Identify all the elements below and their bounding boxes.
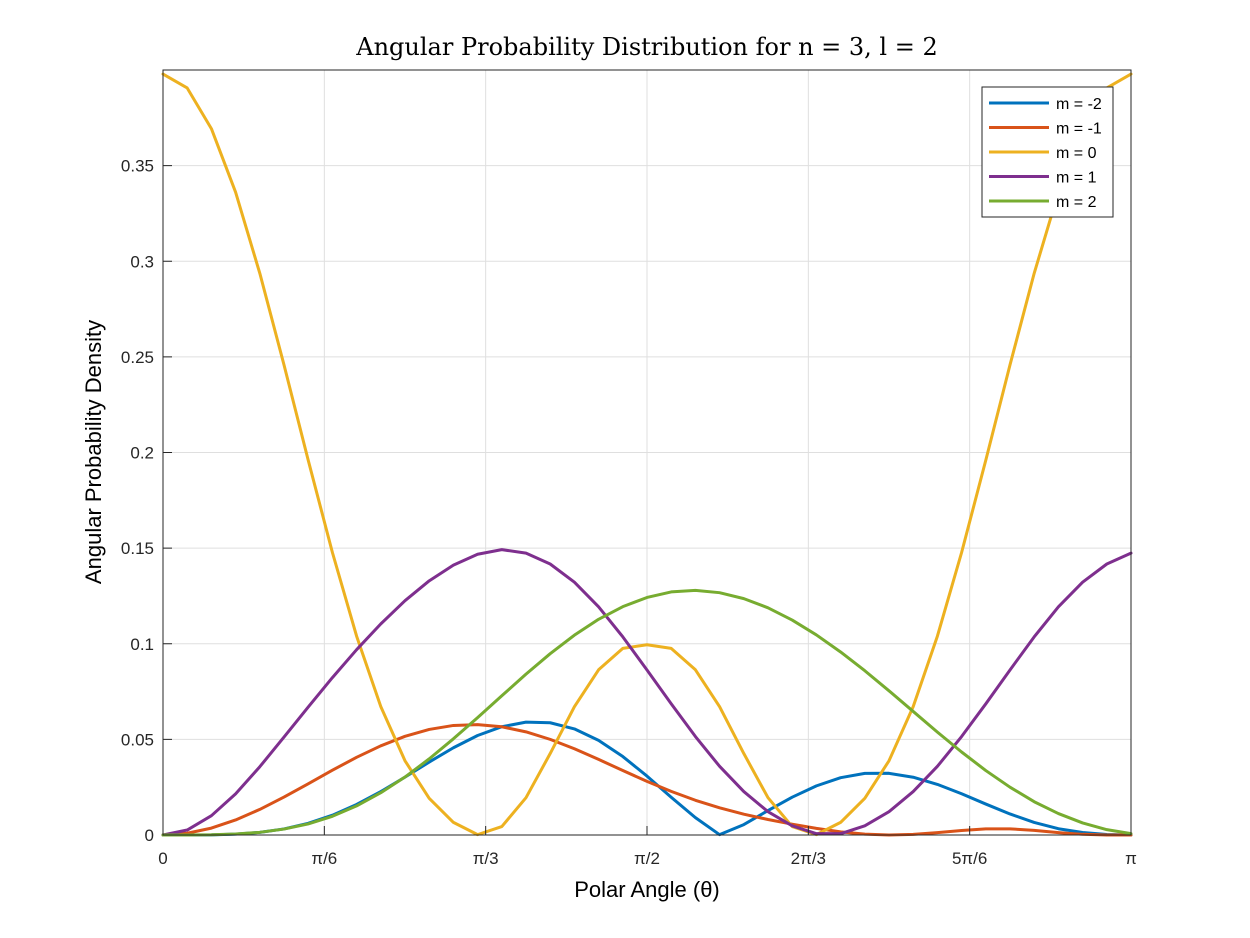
- axis-ticks: [162, 165, 1132, 836]
- y-axis-label: Angular Probability Density: [81, 320, 106, 584]
- grid-lines: [163, 70, 1131, 835]
- y-tick-label: 0.25: [121, 348, 154, 367]
- y-tick-label: 0.2: [130, 444, 154, 463]
- y-tick-label: 0.05: [121, 730, 154, 749]
- series-line-3: [161, 72, 1133, 837]
- x-tick-label: π/2: [634, 849, 660, 868]
- legend-label: m = 0: [1056, 145, 1097, 162]
- x-tick-label: 0: [158, 849, 167, 868]
- y-tick-label: 0.1: [130, 635, 154, 654]
- legend-label: m = 2: [1056, 194, 1097, 211]
- x-axis-label: Polar Angle (θ): [574, 877, 720, 902]
- x-tick-label: π/6: [311, 849, 337, 868]
- y-tick-label: 0.15: [121, 539, 154, 558]
- y-tick-label: 0.35: [121, 157, 154, 176]
- y-tick-label: 0: [145, 826, 154, 845]
- y-tick-labels: 0 0.05 0.1 0.15 0.2 0.25 0.3 0.35: [121, 157, 154, 845]
- x-tick-labels: 0 π/6 π/3 π/2 2π/3 5π/6 π: [158, 849, 1137, 868]
- legend: m = -2 m = -1 m = 0 m = 1 m = 2: [981, 86, 1114, 218]
- legend-label: m = 1: [1056, 170, 1097, 187]
- x-tick-label: π: [1125, 849, 1137, 868]
- x-tick-label: 2π/3: [791, 849, 826, 868]
- legend-label: m = -2: [1056, 96, 1102, 113]
- legend-label: m = -1: [1056, 121, 1102, 138]
- y-tick-label: 0.3: [130, 252, 154, 271]
- x-tick-label: 5π/6: [952, 849, 987, 868]
- series-line-5: [161, 588, 1133, 837]
- chart-title: Angular Probability Distribution for n =…: [355, 33, 937, 61]
- series-line-4: [161, 548, 1133, 837]
- x-tick-label: π/3: [473, 849, 499, 868]
